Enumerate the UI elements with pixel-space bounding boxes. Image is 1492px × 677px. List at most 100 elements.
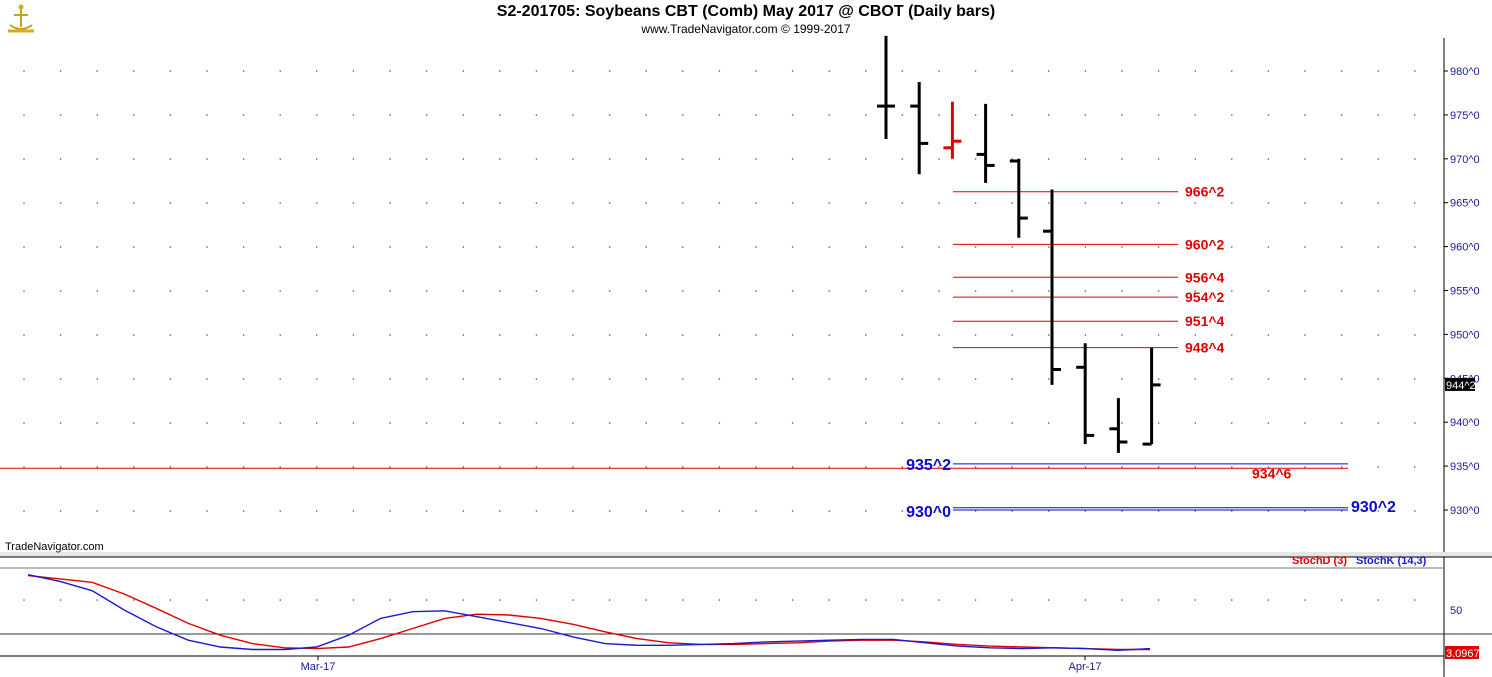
grid-dot: [1267, 599, 1270, 601]
grid-dot: [755, 466, 757, 468]
grid-dot: [974, 378, 977, 380]
grid-dot: [1121, 158, 1123, 160]
grid-dot: [279, 466, 282, 468]
grid-dot: [1011, 422, 1013, 424]
grid-dot: [1377, 466, 1379, 468]
grid-dot: [206, 114, 208, 116]
grid-dot: [1340, 158, 1343, 160]
grid-dot: [718, 466, 721, 468]
grid-dot: [645, 599, 647, 601]
ohlc-bar: [1009, 158, 1028, 238]
grid-dot: [1011, 466, 1013, 468]
grid-dot: [425, 158, 428, 160]
grid-dot: [1048, 466, 1050, 468]
grid-dot: [828, 599, 830, 601]
grid-dot: [59, 422, 62, 424]
grid-dot: [169, 378, 172, 380]
grid-dot: [206, 599, 208, 601]
grid-dot: [791, 599, 794, 601]
grid-dot: [169, 290, 172, 292]
grid-dot: [608, 70, 611, 72]
grid-dot: [608, 378, 611, 380]
grid-dot: [23, 599, 25, 601]
grid-dot: [645, 158, 647, 160]
grid-dot: [718, 158, 721, 160]
y-tick-label: 940^0: [1450, 417, 1480, 429]
grid-dot: [572, 378, 574, 380]
grid-dot: [425, 202, 428, 204]
grid-dot: [59, 466, 62, 468]
grid-dot: [425, 510, 428, 512]
grid-dot: [1121, 114, 1123, 116]
grid-dot: [1231, 466, 1233, 468]
y-tick-label: 935^0: [1450, 461, 1480, 473]
grid-dot: [279, 422, 282, 424]
level-label: 948^4: [1185, 340, 1225, 356]
grid-dot: [1340, 290, 1343, 292]
grid-dot: [499, 466, 501, 468]
grid-dot: [755, 70, 757, 72]
grid-dot: [572, 510, 574, 512]
grid-dot: [1267, 70, 1270, 72]
grid-dot: [1048, 246, 1050, 248]
grid-dot: [96, 422, 98, 424]
grid-dot: [499, 114, 501, 116]
grid-dot: [1048, 422, 1050, 424]
grid-dot: [1304, 466, 1306, 468]
grid-dot: [1121, 70, 1123, 72]
grid-dot: [1340, 334, 1343, 336]
grid-dot: [499, 158, 501, 160]
chart-header: S2-201705: Soybeans CBT (Comb) May 2017 …: [0, 0, 1492, 38]
grid-dot: [1157, 510, 1160, 512]
panel-separator: [0, 552, 1492, 557]
grid-dot: [645, 114, 647, 116]
grid-dot: [59, 246, 62, 248]
grid-dot: [1304, 290, 1306, 292]
y-tick-label: 950^0: [1450, 329, 1480, 341]
grid-dot: [1340, 466, 1343, 468]
grid-dot: [974, 290, 977, 292]
grid-dot: [1084, 202, 1087, 204]
grid-dot: [1340, 70, 1343, 72]
y-tick-label: 965^0: [1450, 198, 1480, 210]
grid-dot: [316, 246, 318, 248]
grid-dot: [1414, 202, 1416, 204]
grid-dot: [1194, 290, 1196, 292]
grid-dot: [242, 422, 245, 424]
grid-dot: [169, 334, 172, 336]
grid-dot: [206, 202, 208, 204]
grid-dot: [1121, 466, 1123, 468]
grid-dot: [23, 70, 25, 72]
grid-dot: [1414, 158, 1416, 160]
ohlc-bar: [1109, 398, 1128, 453]
stoch-d-line: [27, 574, 1150, 651]
grid-dot: [1267, 466, 1270, 468]
grid-dot: [425, 290, 428, 292]
grid-dot: [1377, 599, 1379, 601]
grid-dot: [1340, 422, 1343, 424]
date-x-axis: Mar-17 Apr-17: [301, 656, 1102, 673]
grid-dot: [1377, 114, 1379, 116]
grid-dot: [901, 599, 904, 601]
grid-dot: [1414, 422, 1416, 424]
grid-dot: [974, 466, 977, 468]
grid-dot: [572, 599, 574, 601]
grid-dot: [206, 378, 208, 380]
trade-navigator-logo-icon: [4, 3, 38, 35]
x-tick-label: Mar-17: [301, 661, 336, 673]
grid-dot: [96, 466, 98, 468]
grid-dot: [755, 510, 757, 512]
level-label: 960^2: [1185, 236, 1225, 252]
grid-dot: [1414, 114, 1416, 116]
last-price-box: [1445, 377, 1475, 391]
grid-dot: [389, 202, 391, 204]
grid-dot: [608, 334, 611, 336]
grid-dot: [1011, 290, 1013, 292]
grid-dot: [1231, 378, 1233, 380]
grid-dot: [718, 70, 721, 72]
grid-dot: [23, 334, 25, 336]
grid-dot: [938, 246, 940, 248]
grid-dot: [938, 599, 940, 601]
grid-dot: [96, 378, 98, 380]
grid-dot: [791, 466, 794, 468]
